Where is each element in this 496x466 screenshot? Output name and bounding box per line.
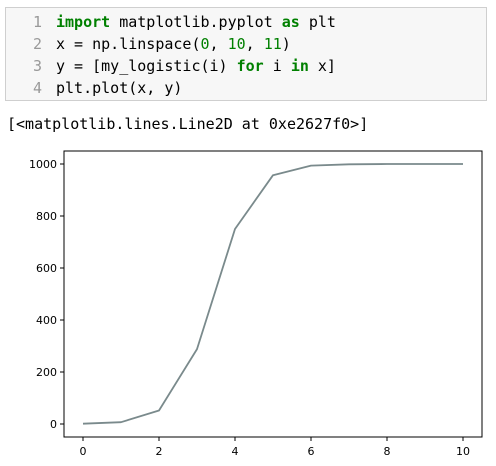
code-token: in [290,57,309,75]
code-line: 2 x = np.linspace(0, 10, 11) [6,33,291,55]
y-tick-label: 200 [36,366,57,379]
line-number: 4 [32,79,42,97]
code-token: i [263,57,291,75]
x-tick-label: 0 [80,445,87,458]
code-token: 0 [200,35,210,53]
x-tick-label: 2 [156,445,163,458]
plot-area [63,150,483,438]
line-number: 1 [32,13,42,31]
code-token: y = [my_logistic(i) [56,57,237,75]
x-tick-label: 10 [456,445,470,458]
x-tick-label: 6 [308,445,315,458]
code-token: , [245,35,264,53]
code-token: , [209,35,228,53]
x-tick-label: 8 [384,445,391,458]
code-token: for [236,57,264,75]
code-token: 10 [227,35,246,53]
code-token: plt.plot(x, y) [56,79,183,97]
x-tick-label: 4 [232,445,239,458]
cell-output-text: [<matplotlib.lines.Line2D at 0xe2627f0>] [7,115,369,133]
code-token: as [281,13,300,31]
code-token: plt [299,13,336,31]
code-token: 11 [263,35,282,53]
code-line: 1 import matplotlib.pyplot as plt [6,11,336,33]
y-tick-label: 0 [50,418,57,431]
code-cell[interactable]: 1 import matplotlib.pyplot as plt 2 x = np.… [5,7,487,101]
code-token: x] [308,57,336,75]
line-number: 2 [32,35,42,53]
series-line [82,163,463,425]
code-line: 4 plt.plot(x, y) [6,77,182,99]
code-token: x = np.linspace( [56,35,201,53]
code-line: 3 y = [my_logistic(i) for i in x] [6,55,336,77]
y-tick-label: 1000 [29,158,57,171]
code-token: import [56,13,111,31]
line-number: 3 [32,57,42,75]
code-token: ) [281,35,291,53]
y-tick-label: 400 [36,314,57,327]
y-tick-label: 600 [36,262,57,275]
code-token: matplotlib.pyplot [110,13,282,31]
y-tick-label: 800 [36,210,57,223]
